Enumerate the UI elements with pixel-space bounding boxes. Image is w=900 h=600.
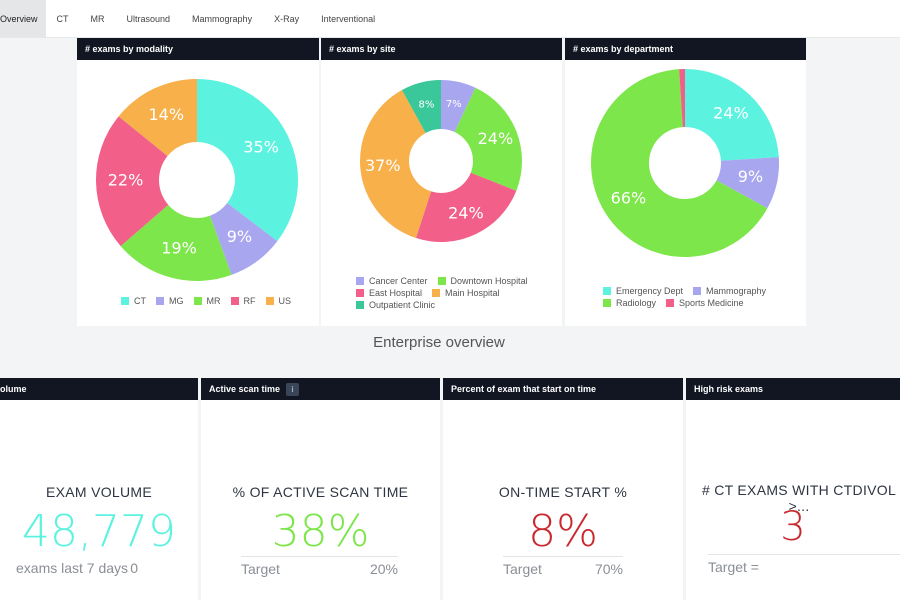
slice-label: 24%: [478, 129, 514, 148]
kpi-footer: Target 20%: [241, 556, 398, 580]
legend-item-outpatient-clinic[interactable]: Outpatient Clinic: [356, 300, 435, 310]
kpi-footer-label: exams last 7 days: [16, 560, 129, 576]
slice-label: 66%: [611, 188, 647, 207]
department-panel-body: 24% 9% 66% Emergency Dept Mammography Radi…: [565, 60, 806, 326]
kpi-title: ON-TIME START %: [498, 484, 628, 500]
kpi-footer-value: 70%: [594, 560, 623, 577]
donut-slice-main-hospital[interactable]: [415, 172, 517, 242]
donut-slice-cancer-center[interactable]: [441, 80, 476, 133]
modality-chart-panel: # exams by modality 35% 9% 19% 22% 14% CT MG…: [77, 38, 319, 326]
legend-item-rf[interactable]: RF: [230, 296, 256, 306]
site-panel-body: 7% 24% 24% 37% 8% Cancer Center Downtown Hos…: [321, 60, 562, 326]
kpi-value: 38%: [271, 506, 370, 557]
tab-interventional[interactable]: Interventional: [321, 13, 376, 24]
tab-mr[interactable]: MR: [90, 13, 105, 24]
kpi-header: Percent of exam that start on time: [443, 378, 683, 400]
site-chart-panel: # exams by site 7% 24% 24% 37% 8% Cancer Cen…: [321, 38, 562, 326]
slice-label: 35%: [243, 138, 279, 157]
legend-item-east-hospital[interactable]: East Hospital: [356, 288, 422, 298]
info-icon[interactable]: i: [286, 382, 300, 396]
modality-panel-body: 35% 9% 19% 22% 14% CT MG MR RF US: [77, 60, 319, 326]
site-panel-title: # exams by site: [321, 38, 562, 60]
donut-slice-us[interactable]: [118, 79, 197, 157]
department-legend: Emergency Dept Mammography Radiology Spo…: [603, 286, 766, 310]
legend-item-mr[interactable]: MR: [193, 296, 221, 306]
tab-ct[interactable]: CT: [56, 13, 69, 24]
site-donut-chart: 7% 24% 24% 37% 8%: [360, 80, 522, 242]
enterprise-overview-title: Enterprise overview: [373, 334, 505, 351]
modality-donut-chart: 35% 9% 19% 22% 14%: [95, 79, 298, 281]
donut-slice-east-hospital[interactable]: [360, 90, 432, 239]
tab-overview[interactable]: Overview: [0, 0, 46, 37]
department-chart-panel: # exams by department 24% 9% 66% Emergency…: [565, 38, 806, 326]
kpi-header: Active scan time i: [201, 378, 440, 400]
kpi-value: 8%: [528, 506, 598, 557]
slice-label: 8%: [419, 99, 435, 110]
donut-slice-rf[interactable]: [95, 116, 169, 247]
tab-mammography[interactable]: Mammography: [192, 13, 253, 24]
kpi-title: EXAM VOLUME: [46, 484, 152, 500]
kpi-active-scan-time: Active scan time i % OF ACTIVE SCAN TIME …: [201, 378, 440, 600]
donut-slice-radiology[interactable]: [591, 69, 768, 258]
legend-item-downtown-hospital[interactable]: Downtown Hospital: [437, 276, 528, 286]
donut-slice-mg[interactable]: [209, 203, 278, 275]
donut-slice-sports-medicine[interactable]: [679, 69, 685, 128]
kpi-high-risk-exams: High risk exams # CT EXAMS WITH CTDIVOL …: [686, 378, 900, 600]
kpi-exam-volume: olume EXAM VOLUME 48,779 exams last 7 da…: [0, 378, 198, 600]
tab-bar: Overview CT MR Ultrasound Mammography X-…: [0, 0, 900, 38]
kpi-on-time-start: Percent of exam that start on time ON-TI…: [443, 378, 683, 600]
site-legend: Cancer Center Downtown Hospital East Hos…: [356, 276, 528, 312]
legend-item-mammography[interactable]: Mammography: [693, 286, 766, 296]
kpi-footer-label: Target =: [708, 558, 759, 575]
slice-label: 22%: [108, 171, 144, 190]
legend-item-cancer-center[interactable]: Cancer Center: [356, 276, 428, 286]
kpi-footer: Target 70%: [503, 556, 623, 580]
modality-panel-title: # exams by modality: [77, 38, 319, 60]
modality-legend: CT MG MR RF US: [121, 296, 291, 308]
donut-slice-ct[interactable]: [197, 79, 298, 242]
kpi-title: # CT EXAMS WITH CTDIVOL >...: [701, 482, 897, 514]
kpi-header: olume: [0, 378, 198, 400]
legend-item-sports-medicine[interactable]: Sports Medicine: [666, 298, 744, 308]
tab-ultrasound[interactable]: Ultrasound: [126, 13, 171, 24]
tab-xray[interactable]: X-Ray: [274, 13, 300, 24]
kpi-title: % OF ACTIVE SCAN TIME: [232, 484, 409, 500]
kpi-footer-label: Target: [241, 560, 280, 577]
kpi-footer: exams last 7 days 0: [16, 556, 138, 580]
kpi-value: 3: [780, 504, 806, 550]
donut-slice-emergency-dept[interactable]: [685, 69, 779, 161]
legend-item-radiology[interactable]: Radiology: [603, 298, 656, 308]
kpi-footer-label: Target: [503, 560, 542, 577]
donut-slice-outpatient-clinic[interactable]: [401, 80, 441, 133]
department-panel-title: # exams by department: [565, 38, 806, 60]
kpi-footer: Target =: [708, 554, 900, 578]
legend-item-ct[interactable]: CT: [121, 296, 146, 306]
department-donut-chart: 24% 9% 66%: [591, 69, 779, 258]
slice-label: 9%: [738, 167, 763, 186]
donut-slice-mr[interactable]: [120, 204, 232, 281]
donut-slice-downtown-hospital[interactable]: [454, 87, 522, 191]
slice-label: 24%: [448, 203, 484, 222]
legend-item-us[interactable]: US: [265, 296, 291, 306]
slice-label: 9%: [227, 227, 252, 246]
slice-label: 14%: [148, 105, 184, 124]
slice-label: 7%: [446, 99, 462, 110]
slice-label: 37%: [365, 156, 401, 175]
slice-label: 24%: [713, 104, 749, 123]
kpi-header: High risk exams: [686, 378, 900, 400]
donut-slice-mammography[interactable]: [716, 157, 779, 209]
kpi-value: 48,779: [22, 506, 176, 557]
legend-item-emergency-dept[interactable]: Emergency Dept: [603, 286, 683, 296]
legend-item-main-hospital[interactable]: Main Hospital: [432, 288, 500, 298]
kpi-footer-value: 0: [130, 560, 138, 576]
kpi-footer-value: 20%: [369, 560, 398, 577]
legend-item-mg[interactable]: MG: [156, 296, 184, 306]
slice-label: 19%: [161, 239, 197, 258]
